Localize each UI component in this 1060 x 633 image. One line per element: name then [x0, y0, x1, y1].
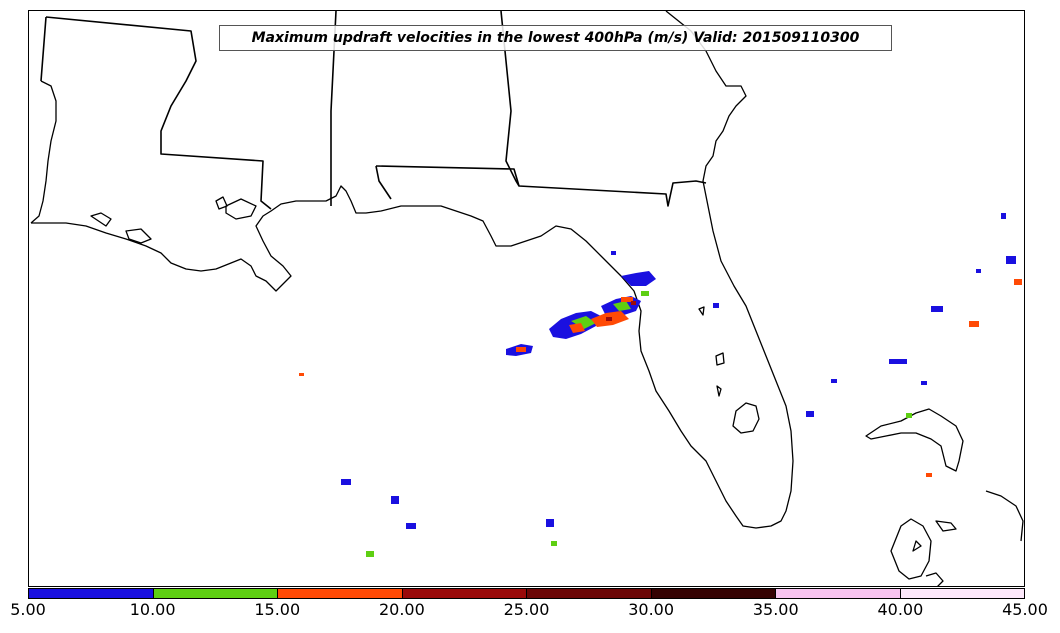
colorbar-segment	[402, 589, 527, 598]
colorbar-segment	[29, 589, 154, 598]
colorbar-tick-label: 20.00	[378, 600, 425, 619]
colorbar	[28, 588, 1025, 599]
updraft-cells	[299, 213, 1022, 557]
map-panel: Maximum updraft velocities in the lowest…	[28, 10, 1025, 587]
coast-la-delta	[30, 80, 57, 224]
coast-andros	[890, 518, 932, 580]
florida-lakes	[698, 306, 725, 397]
coastlines	[30, 11, 1024, 586]
coast-la-islands	[90, 196, 257, 244]
colorbar-tick-label: 45.00	[1002, 600, 1048, 619]
colorbar-segment	[527, 589, 652, 598]
border-la-ms	[40, 16, 272, 210]
border-ga-fl	[375, 165, 707, 207]
border-al-ga	[500, 11, 520, 187]
map-title: Maximum updraft velocities in the lowest…	[219, 25, 892, 51]
coast-atlantic	[31, 11, 794, 529]
updraft-10-15	[366, 291, 912, 557]
colorbar-tick-label: 15.00	[254, 600, 301, 619]
colorbar-segment	[278, 589, 403, 598]
colorbar-tick-label: 40.00	[877, 600, 924, 619]
coast-bahamas-islands	[912, 490, 1024, 586]
colorbar-tick-label: 5.00	[10, 600, 46, 619]
colorbar-segment	[900, 589, 1024, 598]
lake-okeechobee	[732, 402, 760, 434]
updraft-5-10	[341, 213, 1016, 529]
colorbar-tick-label: 25.00	[503, 600, 550, 619]
colorbar-segment	[776, 589, 901, 598]
updraft-20-25	[606, 301, 636, 321]
colorbar-tick-label: 10.00	[129, 600, 176, 619]
updraft-15-20	[299, 279, 1022, 477]
colorbar-labels: 5.00 10.00 15.00 20.00 25.00 30.00 35.00 40.00 4…	[0, 600, 1060, 630]
border-fl-al	[375, 165, 392, 200]
colorbar-tick-label: 30.00	[628, 600, 675, 619]
coast-cuba	[865, 408, 964, 472]
colorbar-segment	[651, 589, 776, 598]
basemap-svg	[30, 11, 1024, 586]
colorbar-segment	[153, 589, 278, 598]
colorbar-tick-label: 35.00	[752, 600, 799, 619]
